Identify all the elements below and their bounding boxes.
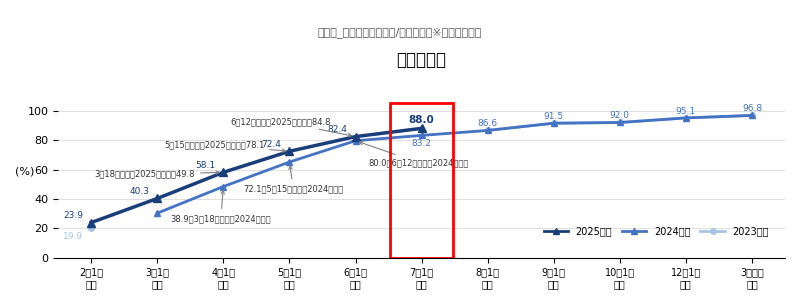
Text: 40.3: 40.3 (130, 187, 150, 196)
Text: 3月18日時点（2025年卒）：49.8: 3月18日時点（2025年卒）：49.8 (94, 170, 219, 179)
Text: 72.1：5月15日時点（2024年卒）: 72.1：5月15日時点（2024年卒） (243, 166, 343, 194)
Text: 86.6: 86.6 (478, 119, 498, 128)
Text: 82.4: 82.4 (328, 125, 347, 134)
Text: 80.0：6月12日時点（2024年卒）: 80.0：6月12日時点（2024年卒） (359, 142, 469, 167)
Legend: 2025年卒, 2024年卒, 2023年卒: 2025年卒, 2024年卒, 2023年卒 (540, 222, 773, 240)
Text: 23.9: 23.9 (63, 211, 83, 220)
Text: 91.5: 91.5 (544, 112, 564, 121)
Text: 5月15日時点（2025年卒）：78.1: 5月15日時点（2025年卒）：78.1 (164, 140, 286, 152)
Text: 83.2: 83.2 (411, 139, 431, 148)
Text: 88.0: 88.0 (409, 116, 434, 126)
Title: 就職内定率: 就職内定率 (397, 51, 446, 70)
Text: 19.9: 19.9 (63, 232, 83, 241)
Text: 92.0: 92.0 (610, 111, 630, 120)
Text: 58.1: 58.1 (195, 161, 215, 170)
Text: 大学生_全体（就職志望者/単一回答）※大学院生除く: 大学生_全体（就職志望者/単一回答）※大学院生除く (318, 27, 482, 38)
Text: 96.8: 96.8 (742, 104, 762, 113)
Text: 72.4: 72.4 (262, 140, 282, 149)
Text: 95.1: 95.1 (676, 107, 696, 116)
Text: 6月12日時点（2025年卒）：84.8: 6月12日時点（2025年卒）：84.8 (230, 117, 351, 137)
Text: 38.9：3月18日時点（2024年卒）: 38.9：3月18日時点（2024年卒） (170, 191, 271, 223)
Y-axis label: (%): (%) (15, 167, 34, 177)
